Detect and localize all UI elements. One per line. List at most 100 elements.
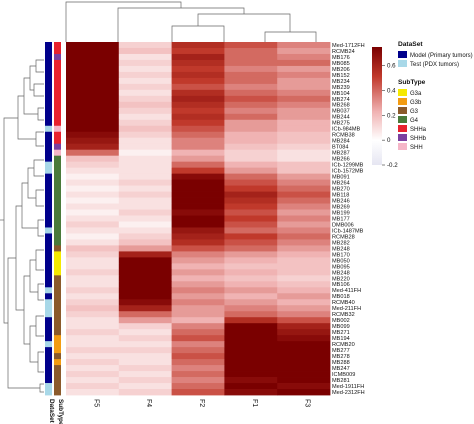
heatmap-cell <box>118 353 172 360</box>
row-label: MB239 <box>332 85 350 91</box>
row-label: MB281 <box>332 378 350 384</box>
heatmap-cell <box>277 257 331 264</box>
heatmap-cell <box>66 245 120 252</box>
heatmap-cell <box>118 257 172 264</box>
heatmap-cell <box>118 389 172 396</box>
heatmap-cell <box>118 107 172 115</box>
heatmap-cell <box>66 131 120 139</box>
heatmap-cell <box>171 257 225 264</box>
subtype-annotation-cell <box>54 107 61 115</box>
heatmap-cell <box>224 47 278 55</box>
heatmap-cell <box>66 275 120 282</box>
heatmap-cell <box>66 209 120 216</box>
row-label: MB002 <box>332 318 350 324</box>
dataset-annotation-cell <box>45 89 52 97</box>
heatmap-cell <box>171 71 225 79</box>
subtype-annotation-cell <box>54 149 61 157</box>
row-label: MB274 <box>332 97 350 103</box>
heatmap-cell <box>171 281 225 288</box>
heatmap-cell <box>171 347 225 354</box>
heatmap-cell <box>277 143 331 151</box>
heatmap-cell <box>224 317 278 324</box>
heatmap-cell <box>118 65 172 73</box>
colorbar-tick-label: 0.6 <box>387 63 396 70</box>
heatmap-cell <box>171 125 225 133</box>
heatmap-cell <box>277 125 331 133</box>
subtype-annotation-cell <box>54 47 61 55</box>
annotation-bars <box>45 42 61 396</box>
heatmap-cell <box>118 341 172 348</box>
heatmap-cell <box>224 42 278 49</box>
heatmap-cell <box>171 335 225 342</box>
heatmap-cell <box>171 53 225 61</box>
heatmap-cell <box>66 155 120 163</box>
row-label: RCMB38 <box>332 133 355 139</box>
heatmap-cell <box>224 101 278 109</box>
heatmap-cell <box>171 317 225 324</box>
heatmap-cell <box>224 149 278 157</box>
heatmap-cell <box>66 383 120 390</box>
heatmap-cell <box>66 323 120 330</box>
row-label: MB268 <box>332 103 350 109</box>
heatmap-cell <box>118 155 172 163</box>
heatmap-cell <box>277 179 331 186</box>
heatmap-cell <box>277 59 331 67</box>
heatmap-cell <box>224 335 278 342</box>
heatmap-cell <box>66 281 120 288</box>
subtype-annotation-cell <box>54 245 61 252</box>
heatmap-cell <box>171 299 225 306</box>
heatmap-cell <box>118 53 172 61</box>
subtype-annotation-cell <box>54 335 61 342</box>
row-label: MB248 <box>332 246 350 252</box>
row-label: Med-2312FH <box>332 390 365 396</box>
heatmap-cell <box>66 42 120 49</box>
subtype-annotation-cell <box>54 353 61 360</box>
heatmap-cell <box>277 47 331 55</box>
subtype-annotation-cell <box>54 101 61 109</box>
heatmap-cell <box>224 275 278 282</box>
subtype-annotation-cell <box>54 197 61 204</box>
heatmap-cell <box>171 161 225 169</box>
heatmap-cell <box>118 185 172 192</box>
heatmap-cell <box>277 107 331 115</box>
heatmap-cell <box>171 167 225 175</box>
heatmap-cell <box>66 173 120 181</box>
dataset-annotation-cell <box>45 173 52 181</box>
dataset-annotation-cell <box>45 287 52 294</box>
row-label: MB246 <box>332 198 350 204</box>
heatmap-cell <box>66 347 120 354</box>
heatmap-cell <box>66 113 120 121</box>
heatmap-cell <box>171 359 225 366</box>
annotation-axis-label: DataSet <box>48 399 55 424</box>
colorbar-tick-label: 0.2 <box>387 112 396 119</box>
heatmap-cell <box>66 149 120 157</box>
row-label: Med-411FH <box>332 288 361 294</box>
heatmap-cell <box>118 377 172 384</box>
dataset-annotation-cell <box>45 227 52 234</box>
heatmap-cell <box>224 119 278 127</box>
heatmap-cell <box>66 71 120 79</box>
row-label: MB277 <box>332 348 350 354</box>
heatmap-cell <box>171 263 225 270</box>
column-labels: F5 F4 F2 F1 F3 <box>92 399 310 407</box>
heatmap-cell <box>118 209 172 216</box>
subtype-annotation-cell <box>54 317 61 324</box>
heatmap-cell <box>277 347 331 354</box>
legend-swatch <box>398 51 407 58</box>
heatmap-cell <box>171 107 225 115</box>
heatmap-cell <box>277 353 331 360</box>
heatmap-cell <box>118 179 172 186</box>
heatmap-cell <box>277 77 331 85</box>
heatmap-cell <box>277 335 331 342</box>
heatmap-cell <box>66 299 120 306</box>
dataset-annotation-cell <box>45 203 52 210</box>
heatmap-cell <box>224 71 278 79</box>
heatmap-cell <box>118 287 172 294</box>
heatmap-cell <box>224 347 278 354</box>
heatmap-cell <box>224 125 278 133</box>
heatmap-cell <box>66 83 120 91</box>
row-label: ICb-1572MB <box>332 169 364 175</box>
heatmap-cell <box>118 161 172 169</box>
heatmap-cell <box>224 329 278 336</box>
subtype-annotation-cell <box>54 389 61 396</box>
